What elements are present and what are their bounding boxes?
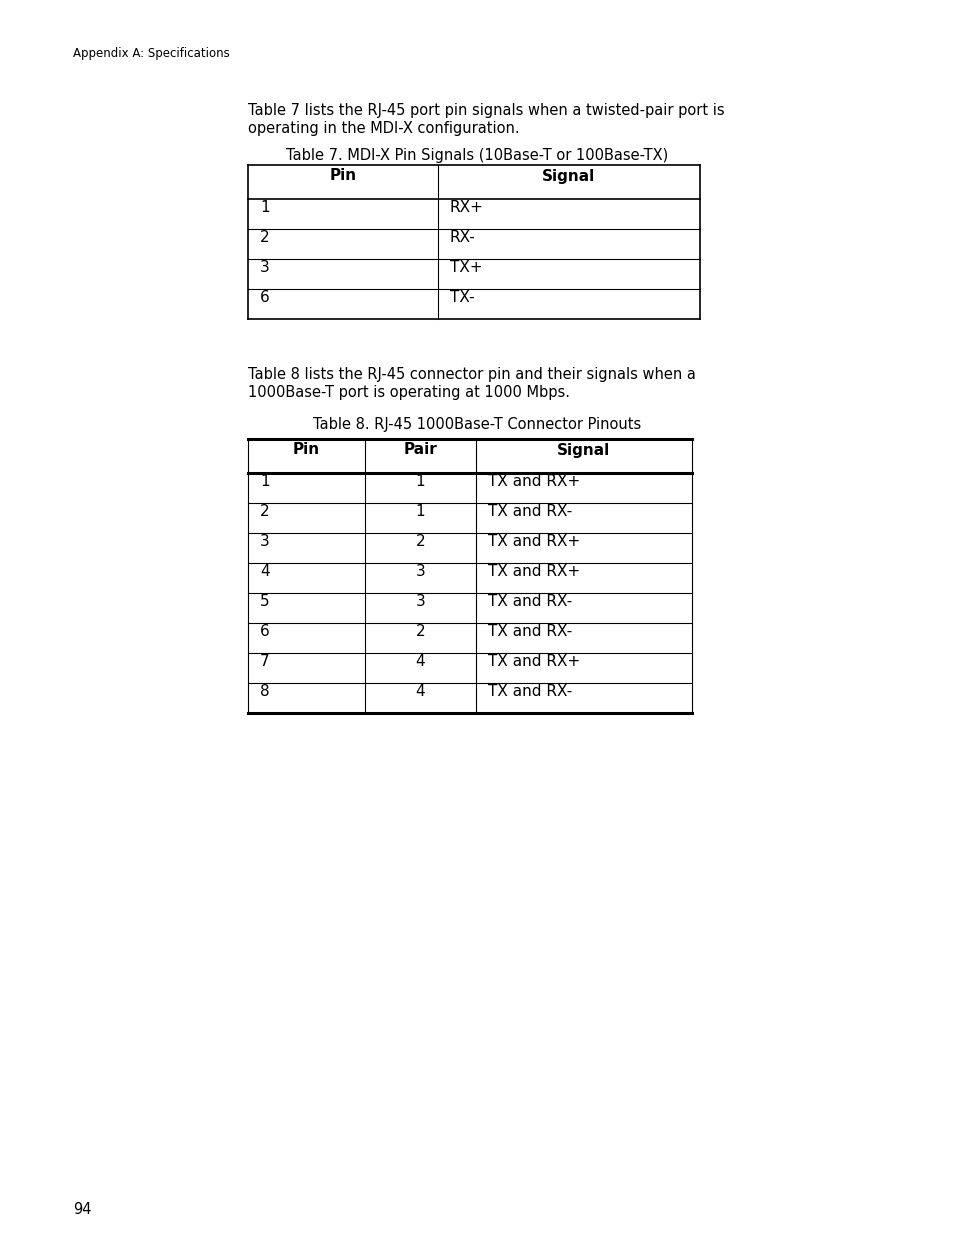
Text: Table 8. RJ-45 1000Base-T Connector Pinouts: Table 8. RJ-45 1000Base-T Connector Pino… (313, 417, 640, 432)
Text: 1: 1 (416, 505, 425, 520)
Text: TX and RX-: TX and RX- (488, 505, 572, 520)
Text: 5: 5 (260, 594, 270, 610)
Text: Pair: Pair (403, 442, 436, 457)
Text: RX+: RX+ (450, 200, 483, 215)
Text: TX and RX+: TX and RX+ (488, 535, 579, 550)
Text: 2: 2 (416, 535, 425, 550)
Text: 4: 4 (260, 564, 270, 579)
Text: 8: 8 (260, 684, 270, 699)
Text: Pin: Pin (329, 168, 356, 184)
Text: TX and RX-: TX and RX- (488, 594, 572, 610)
Text: 2: 2 (260, 505, 270, 520)
Text: 1: 1 (416, 474, 425, 489)
Text: 3: 3 (260, 261, 270, 275)
Text: TX and RX+: TX and RX+ (488, 564, 579, 579)
Text: Table 7. MDI-X Pin Signals (10Base-T or 100Base-TX): Table 7. MDI-X Pin Signals (10Base-T or … (286, 148, 667, 163)
Text: 4: 4 (416, 655, 425, 669)
Text: Signal: Signal (541, 168, 595, 184)
Text: 6: 6 (260, 290, 270, 305)
Text: 7: 7 (260, 655, 270, 669)
Text: Signal: Signal (557, 442, 610, 457)
Text: TX and RX-: TX and RX- (488, 684, 572, 699)
Text: Table 8 lists the RJ-45 connector pin and their signals when a: Table 8 lists the RJ-45 connector pin an… (248, 367, 695, 382)
Text: 1: 1 (260, 474, 270, 489)
Text: 3: 3 (260, 535, 270, 550)
Text: Pin: Pin (293, 442, 319, 457)
Text: TX and RX+: TX and RX+ (488, 655, 579, 669)
Text: 1000Base-T port is operating at 1000 Mbps.: 1000Base-T port is operating at 1000 Mbp… (248, 385, 569, 400)
Text: TX and RX-: TX and RX- (488, 625, 572, 640)
Text: Appendix A: Specifications: Appendix A: Specifications (73, 47, 230, 61)
Text: 3: 3 (416, 564, 425, 579)
Text: 4: 4 (416, 684, 425, 699)
Text: 2: 2 (260, 231, 270, 246)
Text: 2: 2 (416, 625, 425, 640)
Text: Table 7 lists the RJ-45 port pin signals when a twisted-pair port is: Table 7 lists the RJ-45 port pin signals… (248, 103, 724, 119)
Text: TX-: TX- (450, 290, 474, 305)
Text: TX+: TX+ (450, 261, 482, 275)
Text: operating in the MDI-X configuration.: operating in the MDI-X configuration. (248, 121, 519, 136)
Text: 94: 94 (73, 1202, 91, 1216)
Text: 6: 6 (260, 625, 270, 640)
Text: 3: 3 (416, 594, 425, 610)
Text: 1: 1 (260, 200, 270, 215)
Text: RX-: RX- (450, 231, 476, 246)
Text: TX and RX+: TX and RX+ (488, 474, 579, 489)
